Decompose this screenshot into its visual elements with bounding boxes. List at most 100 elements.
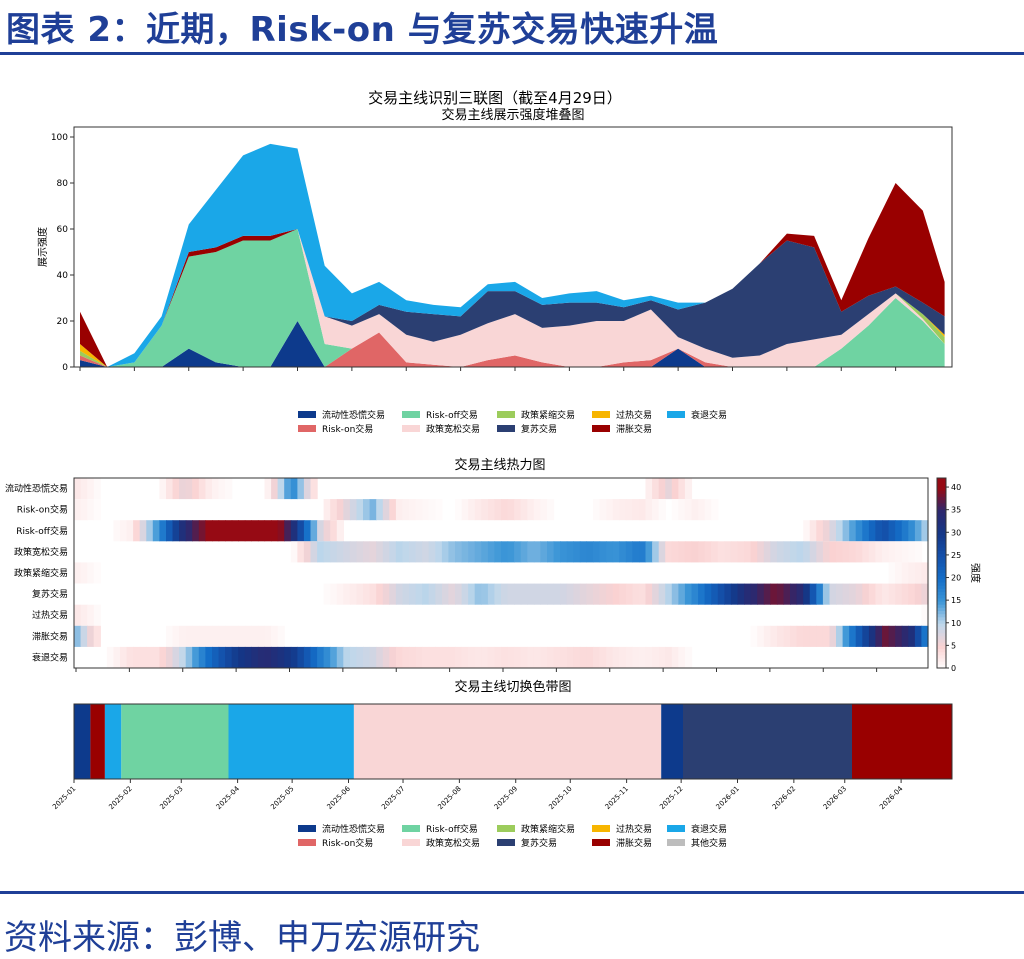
colorbar-segment <box>937 664 946 669</box>
heat-cell <box>435 541 443 563</box>
heat-cell <box>816 625 824 647</box>
heat-cell <box>579 583 587 605</box>
colorbar-segment <box>937 582 946 587</box>
area-series-2 <box>80 229 945 367</box>
heat-cell <box>711 541 719 563</box>
heat-cell <box>448 646 456 668</box>
heat-cell <box>560 646 568 668</box>
heat-cell <box>271 478 279 500</box>
heat-cell <box>172 625 180 647</box>
heat-cell <box>901 520 909 542</box>
heat-cell <box>303 478 312 500</box>
heat-cell <box>665 646 673 668</box>
heat-cell <box>179 625 187 647</box>
heat-cell <box>901 562 909 584</box>
heat-cell <box>415 541 423 563</box>
heat-cell <box>520 541 528 563</box>
heat-cell <box>225 625 233 647</box>
heat-cell <box>606 499 614 521</box>
heat-cell <box>87 478 95 500</box>
colorbar-segment <box>937 481 946 485</box>
heat-cell <box>836 520 844 542</box>
heat-cell <box>198 520 206 542</box>
heat-cell <box>678 499 686 521</box>
colorbar-segment <box>937 573 946 577</box>
heat-cell <box>888 583 896 605</box>
area-y-axis: 0 20 40 60 80 100 <box>51 133 74 373</box>
colorbar-segment <box>937 658 946 663</box>
colorbar-frame <box>936 477 947 669</box>
heat-cell <box>658 646 666 668</box>
heatmap-title: 交易主线热力图 <box>454 457 545 473</box>
heat-cell <box>855 520 863 542</box>
colorbar-segment <box>937 623 946 628</box>
heat-cell <box>757 583 765 605</box>
colorbar-segment <box>937 607 946 612</box>
heat-cell <box>231 646 239 668</box>
colorbar-segment <box>937 566 946 571</box>
heat-cell <box>409 646 417 668</box>
heat-cell <box>106 646 114 668</box>
heat-cell <box>507 541 515 563</box>
heat-cell <box>796 541 804 563</box>
heat-cell <box>829 541 837 563</box>
heat-cell <box>231 625 239 647</box>
heat-cell <box>225 520 233 542</box>
heat-cell <box>908 583 916 605</box>
heat-cell <box>875 583 883 605</box>
colorbar-segment <box>937 538 946 542</box>
heat-cell <box>277 520 285 542</box>
heat-cell <box>678 541 686 563</box>
heat-cell <box>593 646 601 668</box>
heat-cell <box>185 478 193 500</box>
heat-cell <box>606 541 614 563</box>
heat-cell <box>192 625 200 647</box>
heat-cell <box>409 583 417 605</box>
legend-label-8: 衰退交易 <box>691 409 727 421</box>
heat-cell <box>619 583 627 605</box>
heat-cell <box>547 583 555 605</box>
heat-cell <box>402 541 410 563</box>
heat-cell <box>231 520 239 542</box>
heat-cell <box>862 583 870 605</box>
heat-cell <box>658 541 666 563</box>
heat-cell <box>678 646 686 668</box>
heat-cell <box>336 583 344 605</box>
heat-cell <box>612 541 620 563</box>
colorbar-segment <box>937 642 946 647</box>
heat-cell <box>297 541 305 563</box>
colorbar-tick-label-2: 10 <box>951 619 961 628</box>
heat-cell <box>547 499 555 521</box>
legend-swatch-1 <box>298 839 316 846</box>
colorbar-segment <box>937 525 946 530</box>
heat-cell <box>901 583 909 605</box>
heat-cell <box>566 583 574 605</box>
colorbar-segment <box>937 626 946 631</box>
heat-cell <box>409 499 417 521</box>
heat-cell <box>218 625 226 647</box>
heat-cell <box>474 646 482 668</box>
heat-cell <box>146 646 154 668</box>
colorbar-segment <box>937 531 946 536</box>
heat-cell <box>323 520 331 542</box>
heat-cell <box>363 646 371 668</box>
heat-cell <box>684 541 693 563</box>
heat-cell <box>619 541 627 563</box>
heat-cell <box>415 583 423 605</box>
heat-cell <box>468 541 476 563</box>
heat-row-label-4: 政策紧缩交易 <box>14 567 68 579</box>
colorbar-segment <box>937 579 946 584</box>
heat-cell <box>218 646 226 668</box>
heat-cell <box>625 541 633 563</box>
heat-cell <box>369 646 377 668</box>
heat-cell <box>205 625 213 647</box>
heat-cell <box>527 583 535 605</box>
heat-cell <box>790 625 798 647</box>
heat-cell <box>172 520 180 542</box>
colorbar-segment <box>937 522 946 527</box>
heat-cell <box>908 541 916 563</box>
heat-cell <box>212 520 220 542</box>
heat-row-label-1: Risk-on交易 <box>17 504 68 516</box>
heat-cell <box>875 625 883 647</box>
heat-cell <box>382 583 390 605</box>
